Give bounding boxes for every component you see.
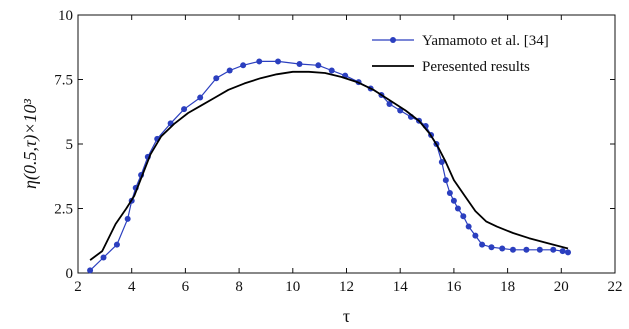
data-point: [565, 249, 572, 256]
x-tick-label: 4: [128, 279, 136, 295]
data-point: [450, 197, 457, 204]
legend: Yamamoto et al. [34] Peresented results: [366, 26, 596, 76]
x-tick-label: 16: [446, 279, 462, 295]
data-point: [523, 246, 530, 253]
data-point: [454, 205, 461, 212]
data-point: [550, 246, 557, 253]
data-point: [113, 241, 120, 248]
y-axis-label: η(0.5,τ)×10³: [20, 98, 41, 189]
x-tick-label: 6: [182, 279, 190, 295]
data-point: [536, 246, 543, 253]
data-point: [460, 213, 467, 220]
data-point: [472, 232, 479, 239]
data-point: [87, 267, 94, 274]
x-tick-label: 14: [393, 279, 409, 295]
data-point: [488, 244, 495, 251]
data-point: [465, 223, 472, 230]
x-tick-label: 12: [339, 279, 354, 295]
x-tick-label: 18: [500, 279, 515, 295]
y-tick-label: 2.5: [54, 202, 73, 218]
x-tick-label: 22: [608, 279, 623, 295]
data-point: [499, 245, 506, 252]
data-point: [479, 241, 486, 248]
data-point: [226, 67, 233, 74]
legend-label-yamamoto: Yamamoto et al. [34]: [422, 33, 549, 49]
x-tick-label: 2: [74, 279, 82, 295]
x-tick-label: 20: [554, 279, 569, 295]
legend-marker-yamamoto: [390, 37, 396, 43]
data-point: [509, 246, 516, 253]
x-tick-label: 10: [285, 279, 300, 295]
data-point: [386, 101, 393, 108]
x-axis-label: τ: [343, 306, 350, 326]
data-point: [213, 75, 220, 82]
series-line-0: [89, 60, 569, 271]
y-tick-label: 5: [66, 137, 74, 153]
legend-label-presented: Peresented results: [422, 59, 530, 75]
data-point: [446, 190, 453, 197]
data-point: [124, 215, 131, 222]
series-layer: [87, 58, 572, 274]
series-line-1: [89, 70, 569, 261]
data-point: [328, 67, 335, 74]
data-point: [438, 159, 445, 166]
data-point: [315, 62, 322, 69]
y-tick-label: 0: [66, 266, 74, 282]
y-tick-label: 7.5: [54, 73, 73, 89]
data-point: [275, 58, 282, 65]
x-tick-label: 8: [235, 279, 243, 295]
data-point: [181, 106, 188, 113]
data-point: [442, 177, 449, 184]
data-point: [197, 94, 204, 101]
legend-background: [366, 26, 596, 76]
data-point: [559, 248, 566, 255]
data-point: [100, 254, 107, 261]
tick-layer: 2 4 6 8 10 12 14 16 18 20 22 0 2.5 5 7.5 10: [54, 8, 622, 295]
data-point: [296, 61, 303, 68]
data-point: [240, 62, 247, 69]
y-tick-label: 10: [58, 8, 73, 24]
data-point: [256, 58, 263, 65]
